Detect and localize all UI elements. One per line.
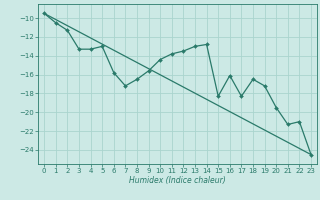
X-axis label: Humidex (Indice chaleur): Humidex (Indice chaleur): [129, 176, 226, 185]
